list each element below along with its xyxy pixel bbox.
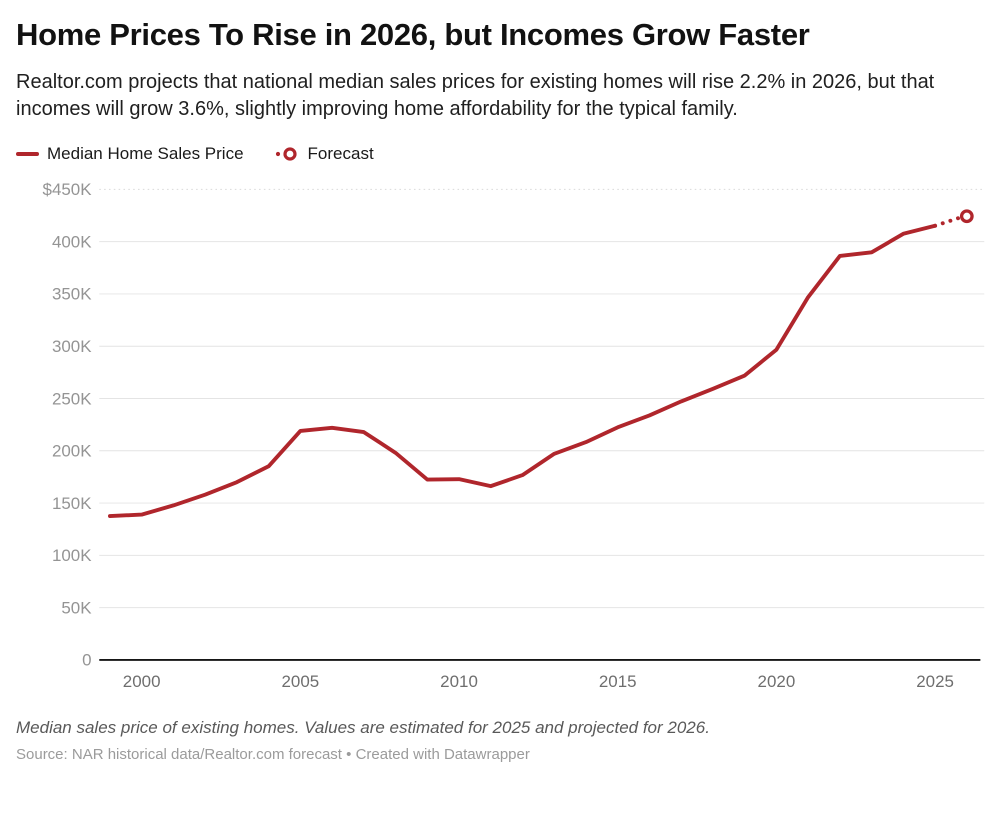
price-chart[interactable]: $450K 400K 350K 300K 250K 200K 150K 100K 50K 0 200… xyxy=(16,170,992,704)
separator-dot: • xyxy=(346,746,352,764)
svg-text:2005: 2005 xyxy=(282,672,320,691)
svg-text:2010: 2010 xyxy=(440,672,478,691)
source-line: Source: NAR historical data/Realtor.com … xyxy=(16,746,992,763)
svg-text:2000: 2000 xyxy=(123,672,161,691)
chart-subtitle: Realtor.com projects that national media… xyxy=(16,70,935,121)
svg-text:50K: 50K xyxy=(61,598,92,617)
source-text: Source: NAR historical data/Realtor.com … xyxy=(16,746,342,764)
datawrapper-credit[interactable]: Created with Datawrapper xyxy=(355,746,530,764)
svg-text:2020: 2020 xyxy=(758,672,796,691)
chart-note: Median sales price of existing homes. Va… xyxy=(16,718,710,738)
line-swatch-icon xyxy=(16,151,39,156)
svg-text:0: 0 xyxy=(82,651,91,670)
svg-text:300K: 300K xyxy=(52,337,92,356)
legend-item-price: Median Home Sales Price xyxy=(16,144,244,164)
svg-text:350K: 350K xyxy=(52,285,92,304)
svg-text:150K: 150K xyxy=(52,494,92,513)
legend-item-label: Median Home Sales Price xyxy=(47,143,244,163)
svg-text:400K: 400K xyxy=(52,232,92,251)
svg-text:$450K: $450K xyxy=(43,180,93,199)
svg-text:100K: 100K xyxy=(52,546,92,565)
svg-text:2025: 2025 xyxy=(916,672,954,691)
forecast-marker-icon xyxy=(274,146,300,162)
legend: Median Home Sales Price Forecast xyxy=(16,144,992,164)
chart-title: Home Prices To Rise in 2026, but Incomes… xyxy=(16,17,810,52)
legend-item-forecast: Forecast xyxy=(274,144,374,164)
svg-text:200K: 200K xyxy=(52,442,92,461)
legend-item-label: Forecast xyxy=(307,143,374,163)
svg-text:250K: 250K xyxy=(52,389,92,408)
svg-text:2015: 2015 xyxy=(599,672,637,691)
